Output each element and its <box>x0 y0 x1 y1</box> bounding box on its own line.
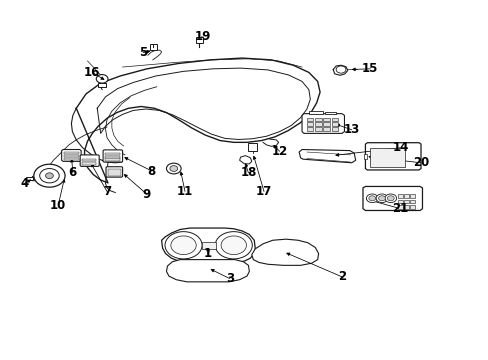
Text: 13: 13 <box>343 123 359 136</box>
Bar <box>409 205 414 209</box>
Bar <box>105 156 120 158</box>
Polygon shape <box>161 228 255 262</box>
Circle shape <box>368 196 375 201</box>
Text: 2: 2 <box>337 270 346 283</box>
Polygon shape <box>325 112 335 114</box>
Text: 16: 16 <box>84 66 101 79</box>
Bar <box>195 37 202 43</box>
Circle shape <box>45 173 53 179</box>
Bar <box>409 200 414 203</box>
Bar <box>331 122 337 126</box>
Text: 5: 5 <box>139 46 147 59</box>
Polygon shape <box>365 143 420 170</box>
Polygon shape <box>106 167 122 177</box>
Bar <box>108 169 121 176</box>
Text: 19: 19 <box>194 30 211 43</box>
Polygon shape <box>32 176 43 181</box>
Text: 14: 14 <box>391 141 408 154</box>
Circle shape <box>386 196 393 201</box>
Text: 8: 8 <box>147 165 156 177</box>
Polygon shape <box>308 111 322 114</box>
Circle shape <box>169 166 177 171</box>
Text: 7: 7 <box>102 185 111 198</box>
Bar <box>331 127 337 131</box>
Bar <box>315 118 321 121</box>
Bar <box>404 205 408 209</box>
Circle shape <box>96 75 108 83</box>
Circle shape <box>34 164 65 187</box>
Text: 10: 10 <box>50 199 66 212</box>
Polygon shape <box>362 186 422 211</box>
Bar <box>323 118 329 121</box>
Polygon shape <box>251 239 318 265</box>
Circle shape <box>170 236 196 255</box>
Polygon shape <box>299 149 355 163</box>
Polygon shape <box>166 260 249 282</box>
Polygon shape <box>302 114 344 134</box>
Bar <box>397 194 402 198</box>
Bar <box>404 194 408 198</box>
Circle shape <box>40 168 59 183</box>
Circle shape <box>366 194 377 203</box>
Bar <box>315 127 321 131</box>
Polygon shape <box>103 150 122 162</box>
Bar <box>315 122 321 126</box>
Bar <box>82 159 96 161</box>
Bar <box>397 205 402 209</box>
Bar <box>105 158 120 161</box>
Bar <box>409 194 414 198</box>
Text: 11: 11 <box>177 185 193 198</box>
Circle shape <box>166 163 181 174</box>
Bar <box>369 148 405 167</box>
Bar <box>306 122 313 126</box>
Circle shape <box>215 231 252 259</box>
Text: 1: 1 <box>203 247 212 260</box>
Text: 21: 21 <box>391 202 408 215</box>
Bar <box>64 155 79 157</box>
Bar <box>98 83 106 87</box>
Circle shape <box>378 196 385 201</box>
Text: 6: 6 <box>69 166 77 179</box>
Bar <box>397 200 402 203</box>
Bar <box>404 200 408 203</box>
Text: 15: 15 <box>362 62 378 75</box>
Bar <box>64 152 79 154</box>
Text: 4: 4 <box>20 177 28 190</box>
Circle shape <box>375 194 387 203</box>
Circle shape <box>164 231 202 259</box>
Bar <box>323 127 329 131</box>
Text: 18: 18 <box>240 166 256 179</box>
Bar <box>201 242 216 249</box>
Polygon shape <box>80 155 99 166</box>
Circle shape <box>221 236 246 255</box>
Circle shape <box>335 66 345 73</box>
Text: 12: 12 <box>271 145 287 158</box>
Polygon shape <box>239 156 251 164</box>
Bar <box>323 122 329 126</box>
Text: 9: 9 <box>142 188 151 201</box>
Polygon shape <box>61 149 81 161</box>
Bar <box>105 153 120 155</box>
Bar <box>150 44 157 50</box>
Text: 17: 17 <box>255 185 272 198</box>
Bar <box>64 158 79 160</box>
Bar <box>306 118 313 121</box>
Text: 3: 3 <box>225 272 233 285</box>
Bar <box>306 127 313 131</box>
Bar <box>363 154 366 159</box>
Bar <box>331 118 337 121</box>
Circle shape <box>384 194 396 203</box>
Bar <box>82 162 96 165</box>
Bar <box>26 177 33 180</box>
Bar <box>248 143 257 151</box>
Text: 20: 20 <box>412 156 428 169</box>
